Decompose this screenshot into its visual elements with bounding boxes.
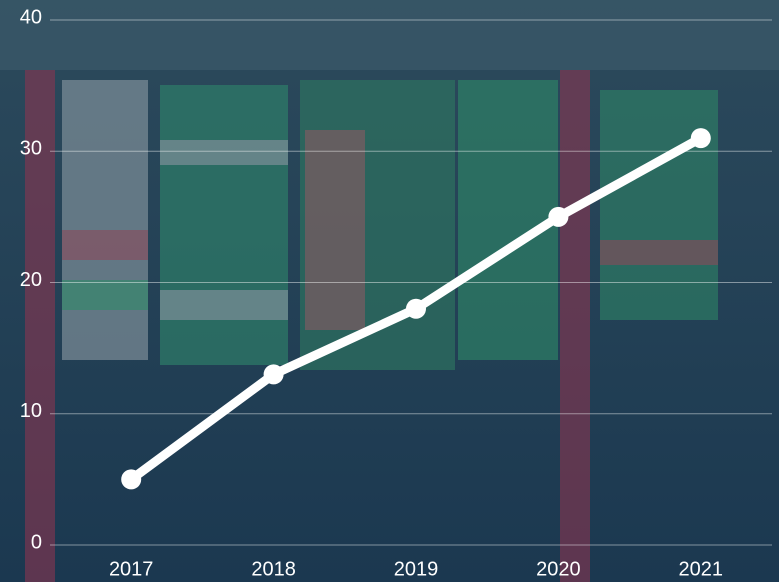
- x-tick-label: 2018: [251, 558, 296, 580]
- point: [548, 206, 569, 227]
- y-tick-label: 40: [20, 6, 42, 28]
- x-tick-label: 2020: [536, 558, 581, 580]
- y-tick-label: 30: [20, 138, 42, 160]
- point: [690, 128, 711, 149]
- y-tick-label: 10: [20, 400, 42, 422]
- y-tick-label: 0: [31, 531, 42, 553]
- point: [121, 469, 142, 490]
- x-tick-label: 2021: [679, 558, 724, 580]
- point: [406, 298, 426, 319]
- x-tick-label: 2017: [109, 558, 154, 580]
- point: [263, 364, 284, 385]
- x-tick-label: 2019: [394, 558, 439, 580]
- y-tick-label: 20: [20, 269, 42, 291]
